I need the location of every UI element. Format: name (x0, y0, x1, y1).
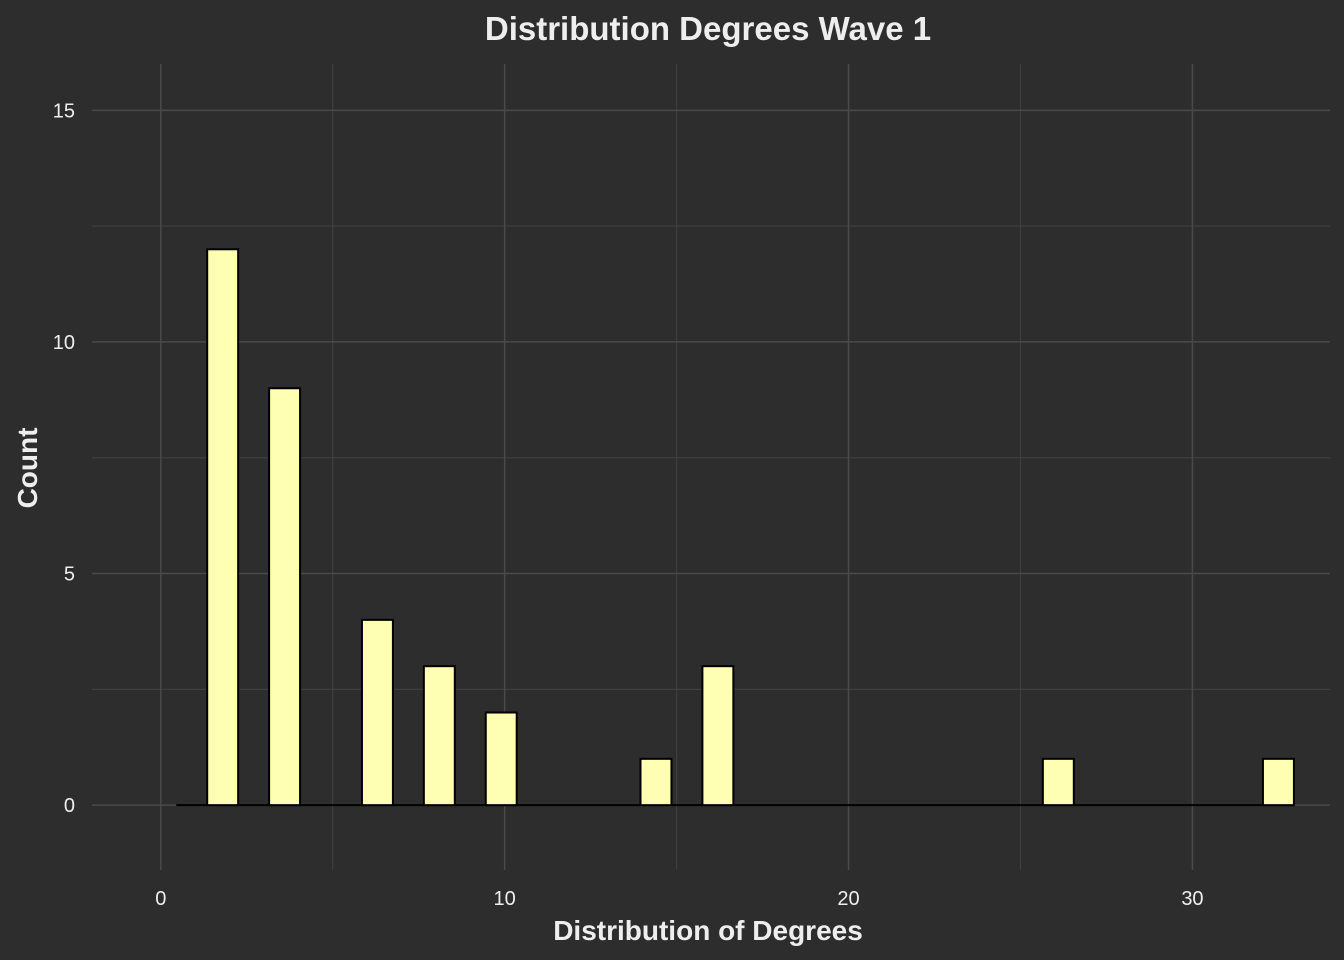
y-tick-label: 5 (64, 564, 75, 586)
histogram-bar (360, 618, 394, 807)
histogram-bar (1261, 757, 1295, 807)
histogram-bar (268, 387, 302, 807)
x-tick-label: 20 (837, 888, 859, 910)
y-tick-label: 10 (53, 332, 75, 354)
x-tick-label: 30 (1181, 888, 1203, 910)
y-tick-label: 15 (53, 100, 75, 122)
x-axis-title: Distribution of Degrees (553, 915, 863, 946)
histogram-bar (639, 757, 673, 807)
histogram-bar (701, 665, 735, 807)
chart-title: Distribution Degrees Wave 1 (485, 10, 931, 47)
y-axis-ticks: 0 5 10 15 (53, 100, 75, 817)
y-tick-label: 0 (64, 795, 75, 817)
histogram-bar (206, 248, 240, 807)
y-axis-title: Count (12, 428, 43, 509)
histogram-bar (1041, 757, 1075, 807)
x-axis-ticks: 0 10 20 30 (155, 888, 1203, 910)
x-tick-label: 0 (155, 888, 166, 910)
histogram-bar (484, 711, 518, 807)
bars (206, 248, 1295, 807)
x-tick-label: 10 (494, 888, 516, 910)
histogram-bar (422, 665, 456, 807)
